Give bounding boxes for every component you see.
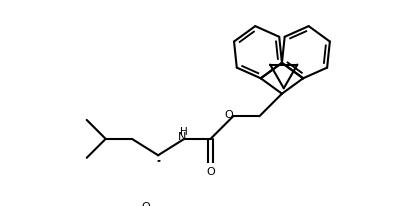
Text: O: O [224,110,233,120]
Text: H: H [180,126,188,136]
Text: N: N [178,132,186,142]
Text: O: O [142,200,150,206]
Text: O: O [206,166,215,176]
